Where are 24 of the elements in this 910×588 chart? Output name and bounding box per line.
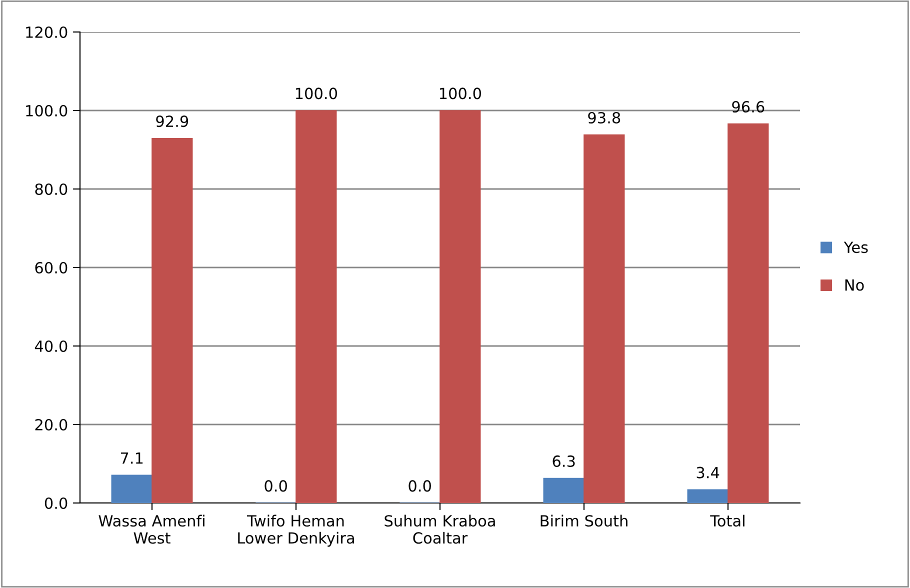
- data-label: 100.0: [440, 88, 482, 100]
- y-tick-label: 60.0: [35, 262, 68, 274]
- y-tick-label: 100.0: [26, 104, 68, 117]
- y-tick-label: 0.0: [44, 497, 68, 510]
- x-tick-label: Wassa Amenfi West: [98, 514, 204, 544]
- legend-label: Yes: [844, 242, 868, 254]
- y-tick-label: 120.0: [26, 26, 68, 38]
- x-tick-label: Total: [710, 514, 744, 527]
- data-label: 7.1: [120, 452, 143, 464]
- y-tick-label: 80.0: [35, 183, 68, 196]
- x-tick-label: Birim South: [540, 514, 628, 527]
- x-tick-label: Twifo Heman Lower Denkyira: [238, 514, 354, 547]
- data-label: 92.9: [156, 116, 188, 128]
- y-tick-label: 40.0: [34, 340, 68, 352]
- legend-label: No: [845, 279, 864, 291]
- data-label: 93.8: [588, 112, 620, 124]
- y-tick-label: 20.0: [35, 418, 68, 431]
- data-label: 96.6: [732, 100, 764, 113]
- data-label: 6.3: [552, 455, 575, 467]
- x-tick-label: Suhum Kraboa Coaltar: [384, 514, 495, 544]
- data-label: 3.4: [696, 466, 720, 478]
- data-label: 100.0: [296, 88, 338, 100]
- data-label: 0.0: [408, 480, 431, 492]
- data-label: 0.0: [264, 480, 287, 492]
